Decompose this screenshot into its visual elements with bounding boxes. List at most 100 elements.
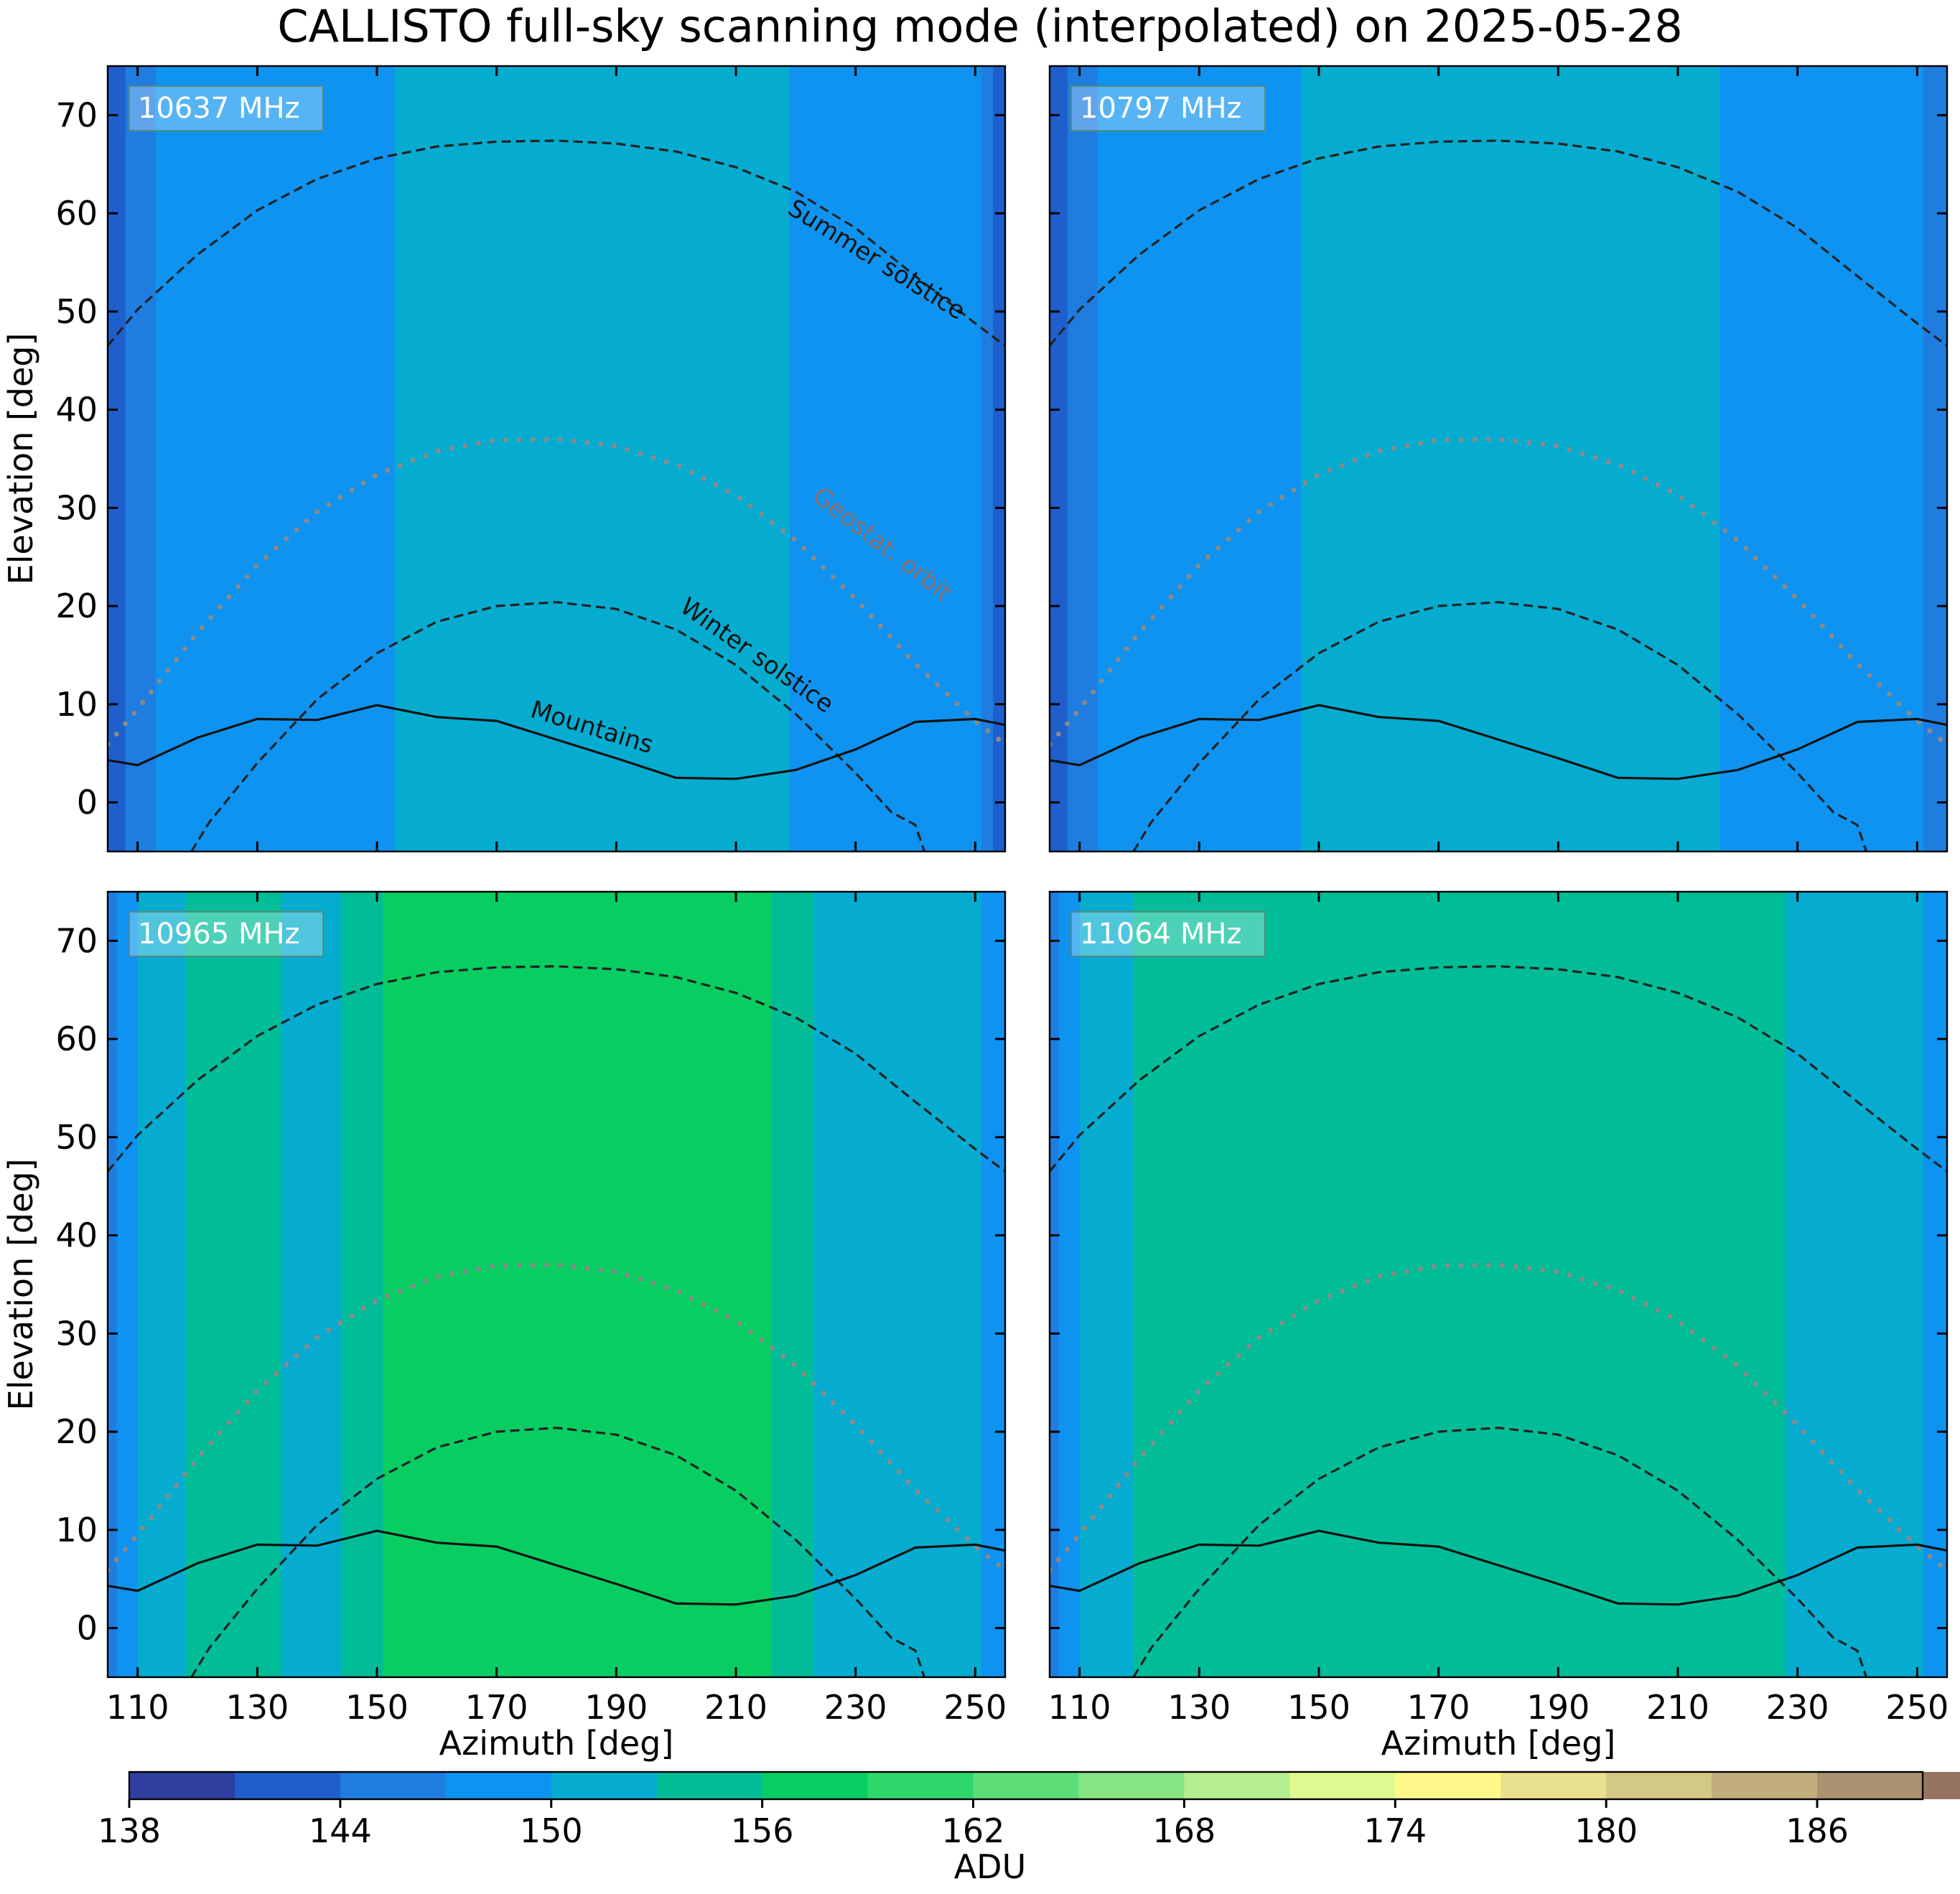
x-tick-label: 170 (1407, 1688, 1470, 1727)
plot-area (1050, 66, 1947, 852)
contour-band (185, 892, 282, 1677)
contour-band (772, 892, 814, 1677)
colorbar-tick-label: 138 (98, 1811, 161, 1850)
frequency-label: 10637 MHz (138, 92, 300, 125)
y-tick-label: 10 (55, 1511, 98, 1549)
frequency-label: 10965 MHz (138, 918, 300, 951)
y-tick-label: 0 (77, 783, 98, 822)
contour-band (126, 892, 139, 1677)
contour-band (116, 892, 126, 1677)
colorbar-segment (445, 1772, 552, 1799)
summer-solstice-curve (108, 965, 1005, 1172)
colorbar-label: ADU (954, 1847, 1027, 1886)
contour-band (849, 66, 940, 852)
panel-2: 10797 MHz (1048, 65, 1949, 853)
x-tick-label: 250 (943, 1688, 1007, 1727)
contour-band (1058, 66, 1068, 852)
summer-solstice-curve (1050, 965, 1947, 1172)
y-tick-label: 40 (55, 1216, 98, 1255)
contour-band (126, 66, 139, 852)
panel-3: 10965 MHz 110 130 150 170 190 210 230 250 0 10 20 30… (1, 890, 1007, 1763)
mountains-curve (108, 704, 1005, 780)
colorbar-segment (867, 1772, 974, 1799)
colorbar-segment (1184, 1772, 1290, 1799)
x-tick-label: 210 (1646, 1688, 1709, 1727)
x-tick-label: 130 (1167, 1688, 1231, 1727)
mountains-curve (108, 1529, 1005, 1606)
contour-band (116, 66, 126, 852)
x-tick-label: 230 (824, 1688, 887, 1727)
x-tick-label: 110 (1048, 1688, 1111, 1727)
contour-band (281, 892, 342, 1677)
plot-area (1050, 892, 1947, 1677)
contour-band (1935, 66, 1947, 852)
contour-band (1050, 892, 1060, 1677)
x-tick-label: 150 (345, 1688, 409, 1727)
colorbar-segment (1923, 1772, 1960, 1799)
x-axis-label: Azimuth [deg] (1381, 1724, 1616, 1763)
contour-band (1935, 892, 1947, 1677)
colorbar-tick-label: 174 (1363, 1811, 1427, 1850)
colorbar-segment (1078, 1772, 1185, 1799)
y-tick-label: 70 (55, 921, 98, 960)
contour-band (1079, 66, 1098, 852)
y-tick-label: 60 (55, 1020, 98, 1058)
contour-band (1068, 66, 1081, 852)
mountains-curve (1050, 704, 1947, 780)
y-tick-label: 0 (77, 1609, 98, 1648)
frequency-label-box (129, 911, 324, 957)
colorbar-segment (340, 1772, 447, 1799)
contour-band (395, 66, 790, 852)
y-axis-label: Elevation [deg] (1, 333, 40, 585)
x-tick-label: 230 (1766, 1688, 1829, 1727)
colorbar-segment (1501, 1772, 1607, 1799)
contour-band (341, 892, 383, 1677)
winter-solstice-curve (190, 601, 926, 852)
contour-band (939, 66, 970, 852)
x-tick-label: 170 (465, 1688, 528, 1727)
colorbar-segment (129, 1772, 235, 1799)
colorbar-tick-label: 150 (520, 1811, 583, 1850)
contour-band (1058, 892, 1068, 1677)
contour-band (801, 66, 850, 852)
frequency-label-box (129, 85, 324, 131)
x-tick-label: 150 (1287, 1688, 1350, 1727)
axes-frame (1048, 890, 1949, 1679)
axes-frame (1048, 65, 1949, 853)
figure-title: CALLISTO full-sky scanning mode (interpo… (277, 0, 1682, 52)
colorbar-tick-label: 156 (731, 1811, 794, 1850)
contour-band (1097, 66, 1122, 852)
contour-band (790, 66, 803, 852)
y-tick-label: 30 (55, 1314, 98, 1353)
colorbar-segment (1606, 1772, 1712, 1799)
y-tick-label: 60 (55, 194, 98, 233)
winter-solstice-curve (190, 1427, 926, 1677)
contour-band (1079, 892, 1098, 1677)
plot-area (108, 892, 1005, 1677)
y-tick-label: 30 (55, 488, 98, 527)
colorbar-tick-label: 180 (1574, 1811, 1638, 1850)
contour-band (1068, 892, 1081, 1677)
x-tick-label: 130 (225, 1688, 289, 1727)
y-tick-label: 50 (55, 292, 98, 331)
winter-solstice-curve (1132, 601, 1868, 852)
contour-band (1050, 66, 1060, 852)
x-tick-label: 250 (1885, 1688, 1949, 1727)
panel-4: 11064 MHz 110 130 150 170 190 210 230 250 Azimuth… (1048, 890, 1949, 1763)
winter-solstice-curve (1132, 1427, 1868, 1677)
contour-band (108, 66, 118, 852)
frequency-label-box (1070, 85, 1266, 131)
contour-band (155, 892, 186, 1677)
colorbar-segment (1395, 1772, 1501, 1799)
contour-band (993, 892, 1005, 1677)
colorbar-segment (762, 1772, 869, 1799)
y-tick-label: 40 (55, 391, 98, 429)
colorbar-tick-label: 168 (1153, 1811, 1216, 1850)
colorbar-tick-label: 186 (1786, 1811, 1849, 1850)
colorbar-tick-label: 144 (309, 1811, 372, 1850)
contour-band (1923, 66, 1936, 852)
contour-band (137, 66, 157, 852)
contour-band (1719, 66, 1924, 852)
